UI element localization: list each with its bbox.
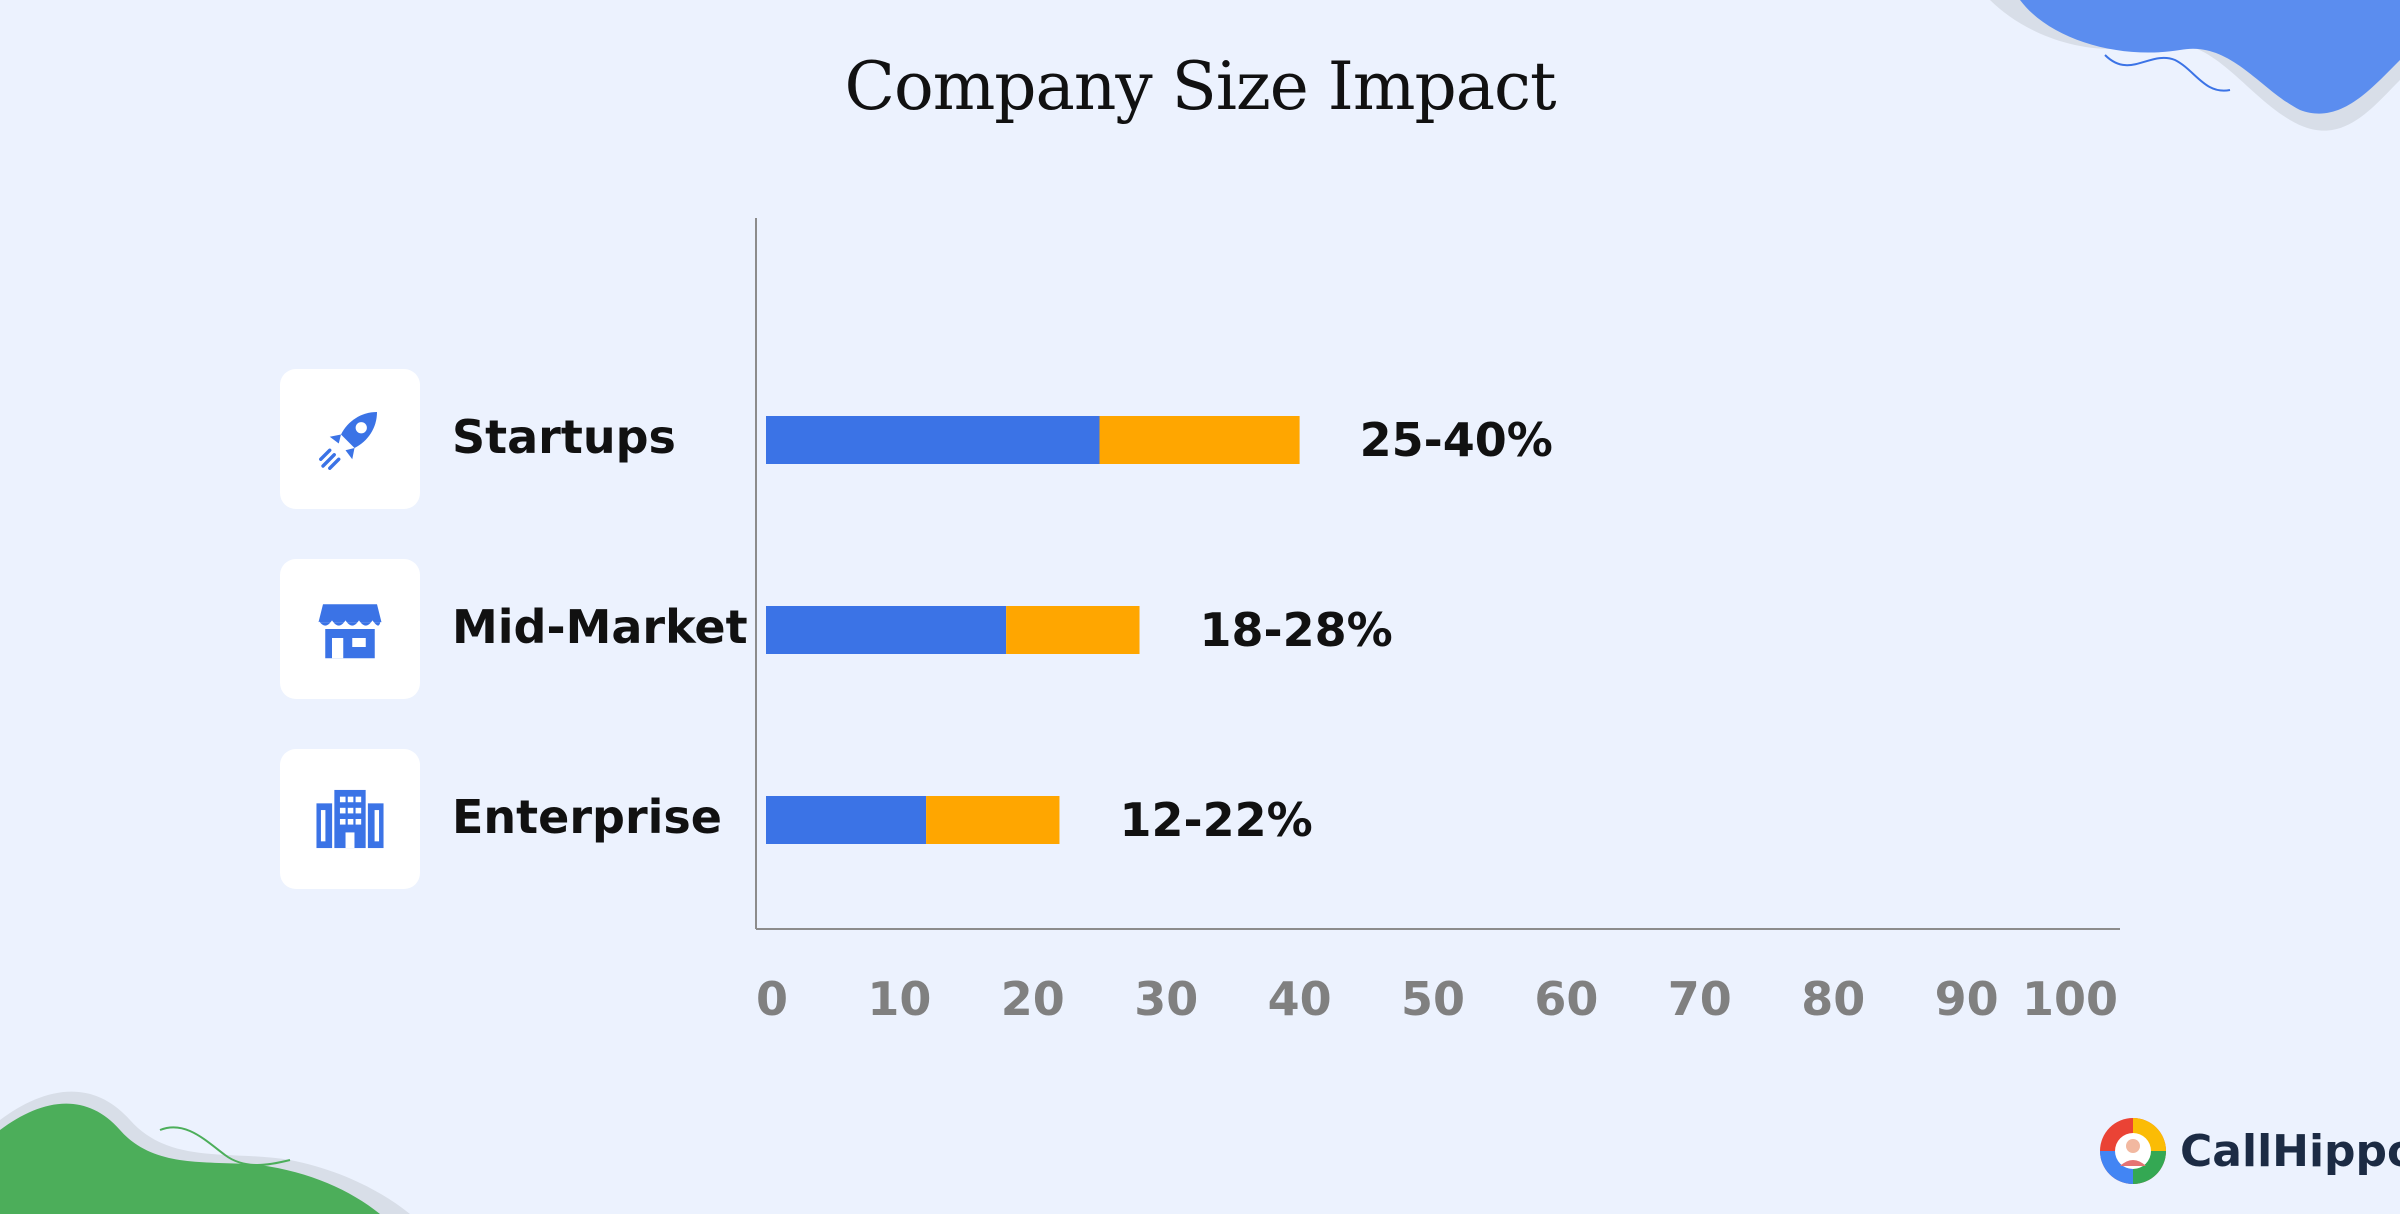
bar-enterprise-segment-1 xyxy=(766,796,927,844)
office-building-icon xyxy=(316,789,384,849)
decorative-wave-bottom-left xyxy=(0,1091,410,1214)
icon-card-enterprise xyxy=(280,749,420,889)
brand-logo: CallHippo xyxy=(2098,1116,2400,1186)
bar-mid-market-segment-2 xyxy=(1006,606,1140,654)
x-tick-label-90: 90 xyxy=(1935,972,1999,1026)
brand-name: CallHippo xyxy=(2180,1125,2400,1177)
bar-startups-segment-1 xyxy=(766,416,1100,464)
category-label-startups: Startups xyxy=(452,410,676,464)
callhippo-logo-icon xyxy=(2100,1118,2166,1184)
x-tick-label-30: 30 xyxy=(1134,972,1198,1026)
x-tick-label-100: 100 xyxy=(2022,972,2118,1026)
category-label-mid-market: Mid-Market xyxy=(452,600,748,654)
x-tick-label-10: 10 xyxy=(867,972,931,1026)
x-tick-label-70: 70 xyxy=(1668,972,1732,1026)
data-label-enterprise: 12-22% xyxy=(1119,793,1312,847)
decorative-wave-top-right xyxy=(1990,0,2400,131)
x-tick-label-40: 40 xyxy=(1268,972,1332,1026)
rocket-icon xyxy=(319,412,377,470)
chart-title: Company Size Impact xyxy=(844,48,1556,125)
x-tick-label-20: 20 xyxy=(1001,972,1065,1026)
x-tick-label-80: 80 xyxy=(1801,972,1865,1026)
data-label-mid-market: 18-28% xyxy=(1200,603,1393,657)
icon-card-startups xyxy=(280,369,420,509)
category-label-enterprise: Enterprise xyxy=(452,790,723,844)
x-tick-label-60: 60 xyxy=(1534,972,1598,1026)
x-tick-label-0: 0 xyxy=(756,972,788,1026)
data-label-startups: 25-40% xyxy=(1360,413,1553,467)
bar-mid-market-segment-1 xyxy=(766,606,1007,654)
icon-card-mid-market xyxy=(280,559,420,699)
bar-enterprise-segment-2 xyxy=(926,796,1060,844)
store-icon xyxy=(317,604,383,659)
bar-startups-segment-2 xyxy=(1099,416,1300,464)
x-tick-label-50: 50 xyxy=(1401,972,1465,1026)
